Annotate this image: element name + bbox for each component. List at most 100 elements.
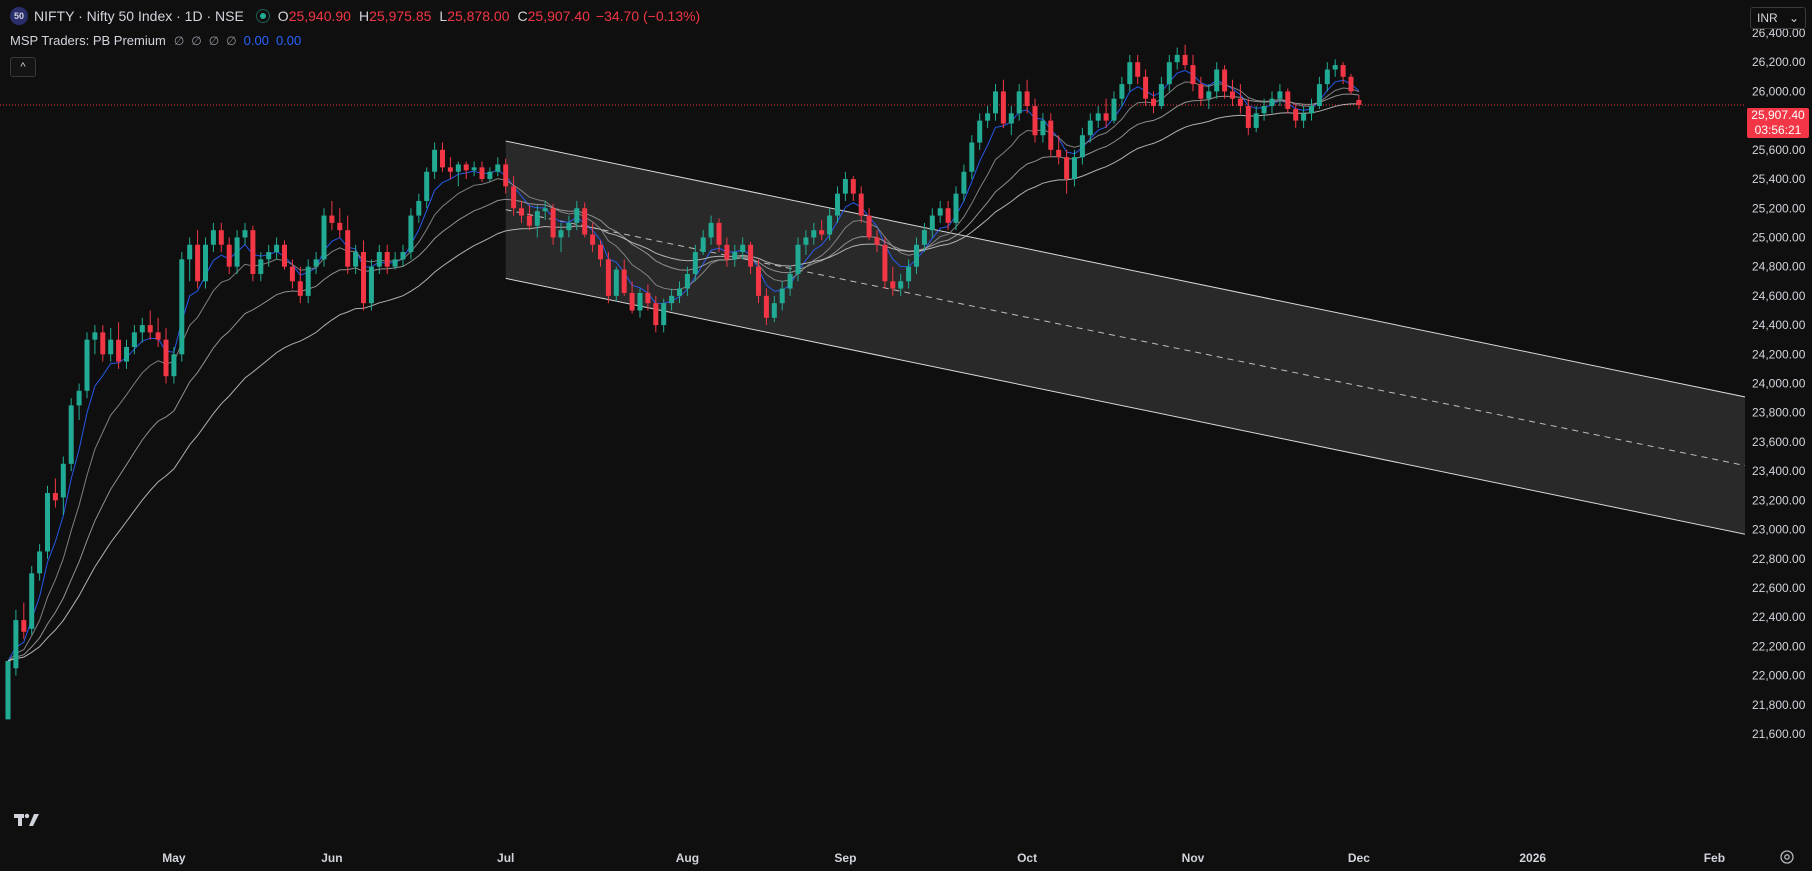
indicator-name[interactable]: MSP Traders: PB Premium <box>10 33 166 48</box>
gear-icon[interactable] <box>1778 848 1796 871</box>
candle <box>724 237 730 267</box>
candle <box>1032 98 1038 143</box>
time-axis[interactable]: May Jun Jul Aug Sep Oct Nov Dec 2026 Feb <box>162 851 1725 865</box>
tradingview-logo-icon[interactable] <box>14 812 40 833</box>
candle-body <box>179 259 185 355</box>
candle <box>771 295 777 323</box>
candle-body <box>1206 91 1212 99</box>
candle-body <box>13 620 19 669</box>
candle-body <box>5 660 11 720</box>
indicator-legend[interactable]: MSP Traders: PB Premium ∅ ∅ ∅ ∅ 0.00 0.0… <box>10 33 308 48</box>
candle <box>234 230 240 274</box>
candle-body <box>1087 120 1093 136</box>
candle <box>1095 106 1101 128</box>
candle-body <box>131 332 137 347</box>
candle <box>937 200 943 223</box>
candle-body <box>842 179 848 194</box>
candle <box>661 298 667 333</box>
indicator-value: 0.00 <box>243 33 269 48</box>
symbol-legend: 50 NIFTY · Nifty 50 Index · 1D · NSE O 25… <box>10 7 706 25</box>
candle <box>708 215 714 245</box>
candle-body <box>1024 91 1030 107</box>
currency-select[interactable]: INR ⌄ <box>1750 7 1806 29</box>
candle <box>68 398 74 472</box>
candle-body <box>1356 100 1362 105</box>
candle <box>84 332 90 399</box>
candle <box>787 266 793 296</box>
candle-body <box>1332 65 1338 70</box>
candle <box>13 609 19 676</box>
candle-body <box>795 244 801 274</box>
candle-body <box>337 222 343 231</box>
ema-fast-line <box>7 69 1360 662</box>
candle <box>337 208 343 238</box>
candle <box>716 218 722 253</box>
price-tick-label: 23,200.00 <box>1752 493 1806 507</box>
candle-body <box>605 259 611 296</box>
candle <box>479 161 485 182</box>
candle <box>147 310 153 340</box>
candle-body <box>455 164 461 172</box>
price-tick-label: 25,400.00 <box>1752 172 1806 186</box>
low-value: 25,878.00 <box>447 8 510 24</box>
candle-body <box>124 346 129 362</box>
candle <box>732 244 738 267</box>
candle <box>45 485 50 559</box>
candle <box>1332 59 1338 77</box>
candle <box>21 602 27 640</box>
candle <box>384 244 390 274</box>
candle <box>1206 84 1212 109</box>
channel-fill <box>505 141 1812 549</box>
close-value: 25,907.40 <box>527 8 590 24</box>
candle <box>250 225 256 282</box>
candle <box>977 113 983 150</box>
candle <box>297 266 303 304</box>
candle <box>819 219 825 241</box>
candle <box>1135 54 1141 85</box>
candle-body <box>297 281 303 296</box>
candle-body <box>432 149 438 172</box>
candle <box>700 230 706 255</box>
candle <box>1324 62 1330 92</box>
candle <box>226 237 232 274</box>
bar-countdown: 03:56:21 <box>1754 123 1802 137</box>
candle-body <box>345 230 351 267</box>
candle-body <box>613 269 619 296</box>
price-tick-label: 23,600.00 <box>1752 435 1806 449</box>
candle <box>637 288 643 318</box>
candle-body <box>985 113 991 121</box>
candle-body <box>1056 149 1062 158</box>
candle-body <box>408 215 414 253</box>
candle-body <box>329 215 335 223</box>
candle <box>526 205 532 231</box>
candle-body <box>621 269 627 293</box>
symbol-logo-icon[interactable]: 50 <box>10 7 28 25</box>
candle-body <box>1277 91 1283 99</box>
candle <box>487 167 493 182</box>
collapse-legend-button[interactable]: ^ <box>10 57 36 77</box>
symbol-title[interactable]: NIFTY · Nifty 50 Index · 1D · NSE <box>34 8 244 24</box>
candle <box>76 383 82 421</box>
price-tick-label: 25,200.00 <box>1752 201 1806 215</box>
candle <box>424 167 430 209</box>
ema-10-line <box>7 81 1360 662</box>
candle-body <box>68 405 74 464</box>
price-tick-label: 22,200.00 <box>1752 639 1806 653</box>
candle <box>763 288 769 326</box>
time-tick-label: 2026 <box>1519 851 1546 865</box>
candle-body <box>1348 76 1354 92</box>
candle <box>1056 135 1062 165</box>
candle-body <box>779 288 785 304</box>
candle <box>1245 98 1251 136</box>
candle-body <box>700 237 706 253</box>
candle-body <box>1040 120 1046 136</box>
parallel-channel-drawing[interactable] <box>505 140 1812 600</box>
candle <box>1000 79 1006 128</box>
currency-label: INR <box>1757 11 1778 25</box>
candle-body <box>937 208 943 216</box>
candle-body <box>163 339 169 377</box>
candle-body <box>416 200 422 216</box>
candle <box>1222 65 1228 99</box>
high-label: H <box>358 8 370 24</box>
